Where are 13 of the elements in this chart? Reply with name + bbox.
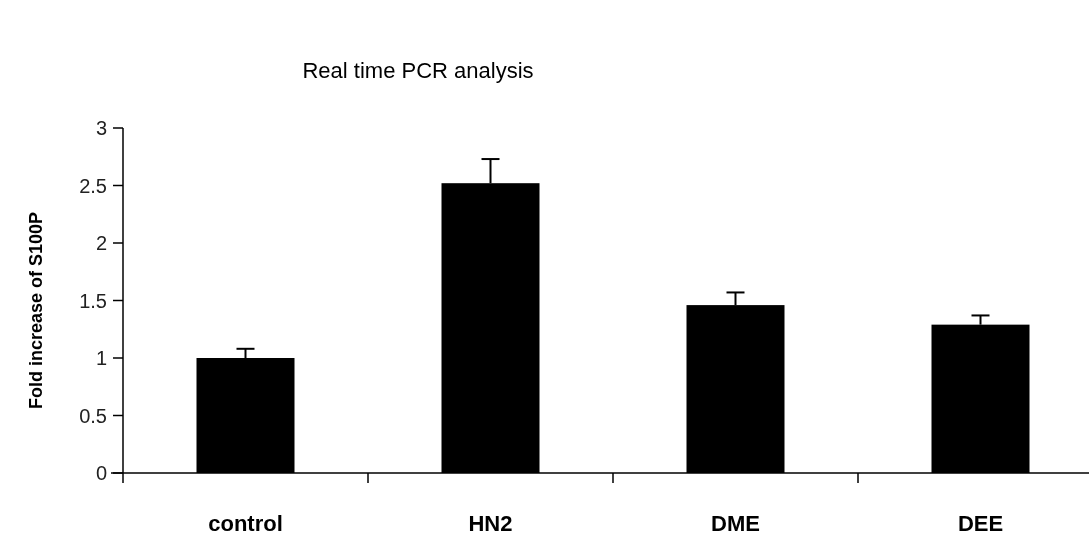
y-tick-label: 0.5 <box>79 404 107 427</box>
y-tick-label: 2.5 <box>79 174 107 197</box>
y-tick-label: 0 <box>95 462 107 484</box>
chart-title: Real time PCR analysis <box>302 58 534 83</box>
x-tick-label: DEE <box>957 511 1004 536</box>
x-tick-label: DME <box>711 511 760 536</box>
y-tick-label: 1 <box>95 347 107 369</box>
y-tick-label: 1.5 <box>79 289 107 312</box>
x-tick-label: control <box>208 511 283 536</box>
y-axis-title: Fold increase of S100P <box>26 211 46 410</box>
y-tick-label: 2 <box>95 232 107 254</box>
x-tick-label: HN2 <box>468 511 513 536</box>
y-tick-label: 3 <box>95 117 107 139</box>
